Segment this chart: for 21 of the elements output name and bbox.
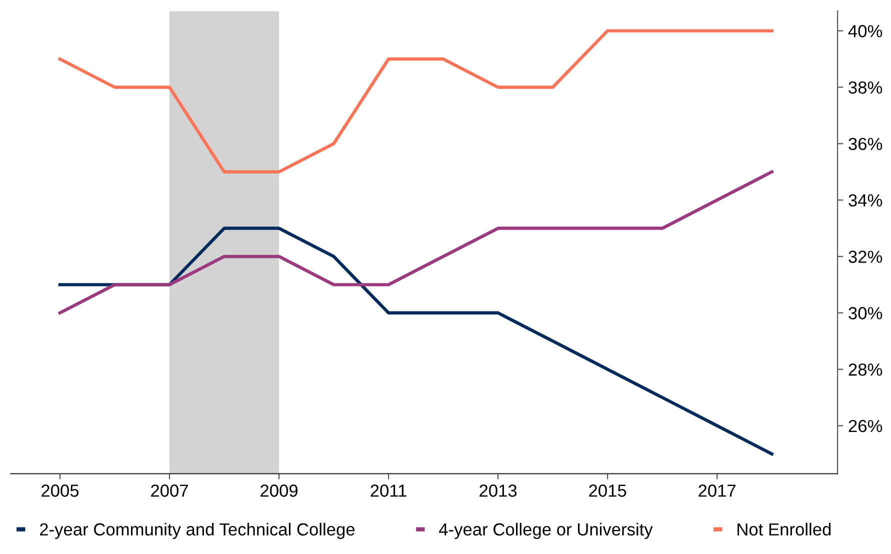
x-tick-label: 2009 — [260, 484, 298, 497]
legend-label: Not Enrolled — [738, 522, 831, 536]
y-tick-label: 28% — [848, 363, 882, 376]
x-tick-label: 2007 — [151, 484, 188, 497]
y-tick-label: 26% — [848, 420, 882, 432]
y-tick-label: 34% — [848, 194, 882, 207]
legend-label: 4-year College or University — [439, 522, 653, 539]
x-tick-label: 2017 — [698, 484, 736, 497]
y-tick-label: 36% — [848, 138, 882, 150]
y-tick-label: 30% — [848, 307, 882, 320]
line-series — [58, 226, 774, 456]
x-tick-label: 2015 — [589, 484, 626, 497]
x-tick-label: 2013 — [480, 484, 517, 497]
y-tick-label: 32% — [848, 250, 882, 263]
line-series — [58, 29, 774, 174]
legend-label: 2-year Community and Technical College — [40, 522, 355, 539]
x-tick-label: 2005 — [42, 484, 79, 497]
y-tick-label: 40% — [848, 24, 882, 38]
y-tick-label: 38% — [848, 81, 882, 94]
line-series — [58, 170, 774, 314]
x-tick-label: 2011 — [370, 484, 406, 497]
